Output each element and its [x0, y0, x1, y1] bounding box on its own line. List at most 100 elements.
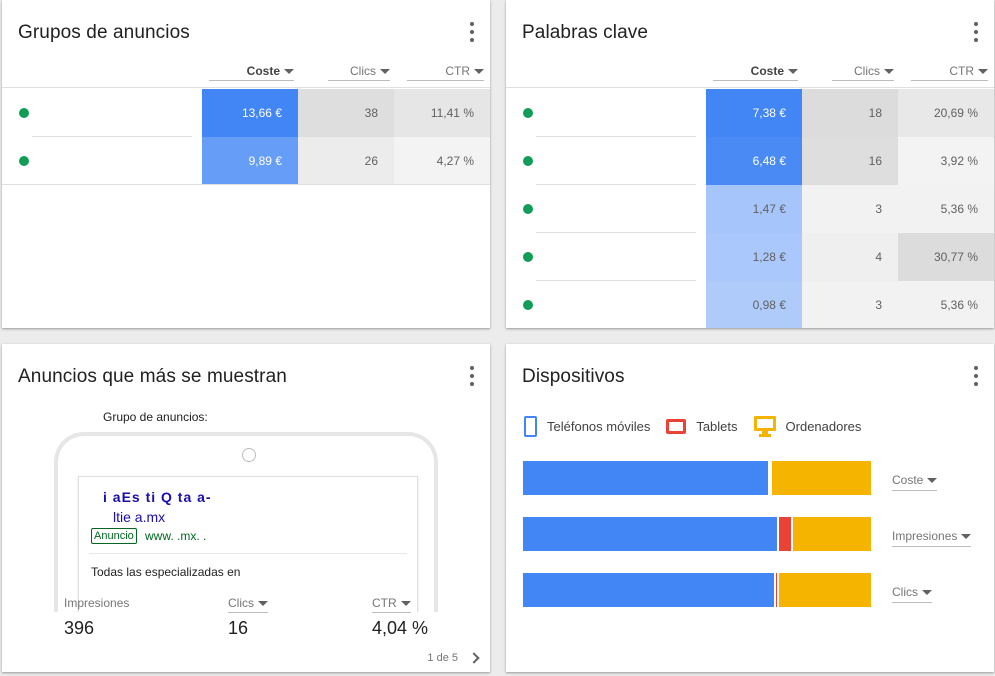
- status-enabled-icon: [523, 204, 533, 214]
- pager-label: 1 de 5: [427, 652, 458, 664]
- table-row[interactable]: 7,38 € 18 20,69 %: [506, 89, 994, 137]
- bar-segment-tablets: [774, 573, 777, 607]
- stat-impressions: Impresiones 396: [64, 596, 130, 638]
- metric-selector[interactable]: Clics: [892, 585, 932, 603]
- device-bar-2[interactable]: [523, 573, 871, 607]
- cost-cell: 0,98 €: [706, 281, 802, 328]
- cost-cell: 1,28 €: [706, 233, 802, 281]
- bar-segment-tablets: [768, 461, 770, 495]
- pager: 1 de 5: [427, 652, 482, 664]
- ad-description: Todas las especializadas en: [91, 565, 241, 579]
- metric-selector[interactable]: Coste: [892, 473, 938, 491]
- status-enabled-icon: [523, 156, 533, 166]
- ctr-cell: 5,36 %: [898, 185, 994, 233]
- chevron-down-icon: [258, 601, 268, 607]
- table-row[interactable]: 1,47 € 3 5,36 %: [506, 185, 994, 233]
- ad-badge: Anuncio: [91, 528, 137, 544]
- stat-ctr[interactable]: CTR 4,04 %: [372, 596, 429, 638]
- chevron-down-icon: [474, 69, 484, 75]
- card-title: Dispositivos: [522, 366, 625, 387]
- column-header-ctr[interactable]: CTR: [394, 64, 490, 84]
- cost-cell: 7,38 €: [706, 89, 802, 137]
- cost-cell: 9,89 €: [202, 137, 298, 185]
- table-row[interactable]: 13,66 € 38 11,41 %: [2, 89, 490, 137]
- table-row[interactable]: 6,48 € 16 3,92 %: [506, 137, 994, 185]
- ctr-cell: 3,92 %: [898, 137, 994, 185]
- legend-phones: Teléfonos móviles: [524, 416, 650, 437]
- status-enabled-icon: [523, 252, 533, 262]
- top-ads-card: Anuncios que más se muestran Grupo de an…: [2, 344, 490, 672]
- desktop-icon: [753, 416, 776, 437]
- chevron-down-icon: [400, 601, 411, 607]
- clicks-cell: 16: [802, 137, 898, 185]
- chevron-down-icon: [978, 69, 988, 75]
- card-title: Palabras clave: [522, 22, 649, 43]
- more-options-icon[interactable]: [468, 22, 476, 42]
- stat-clicks[interactable]: Clics 16: [228, 596, 268, 639]
- cost-cell: 13,66 €: [202, 89, 298, 137]
- bar-segment-computers: [777, 573, 871, 607]
- bar-segment-phones: [523, 517, 777, 551]
- status-enabled-icon: [19, 108, 29, 118]
- clicks-cell: 38: [298, 89, 394, 137]
- ad-group-label: Grupo de anuncios:: [103, 410, 208, 424]
- chevron-down-icon: [884, 69, 894, 75]
- more-options-icon[interactable]: [972, 366, 980, 386]
- bar-segment-computers: [791, 517, 871, 551]
- status-enabled-icon: [523, 108, 533, 118]
- chevron-down-icon: [380, 69, 390, 75]
- ctr-cell: 5,36 %: [898, 281, 994, 328]
- metric-selector[interactable]: Impresiones: [892, 529, 972, 547]
- column-header-cost[interactable]: Coste: [706, 64, 802, 84]
- clicks-cell: 3: [802, 281, 898, 328]
- clicks-cell: 18: [802, 89, 898, 137]
- clicks-cell: 26: [298, 137, 394, 185]
- bar-segment-phones: [523, 461, 768, 495]
- ctr-cell: 30,77 %: [898, 233, 994, 281]
- cost-cell: 6,48 €: [706, 137, 802, 185]
- bar-segment-tablets: [777, 517, 791, 551]
- legend: Teléfonos móviles Tablets Ordenadores: [524, 416, 877, 437]
- table-header: Coste Clics CTR: [506, 60, 994, 88]
- ctr-cell: 4,27 %: [394, 137, 490, 185]
- status-enabled-icon: [19, 156, 29, 166]
- ad-preview[interactable]: i aEs ti Q ta a- ltie a.mx Anuncio www. …: [78, 476, 418, 612]
- ad-headline-2: ltie a.mx: [113, 509, 166, 525]
- column-header-clicks[interactable]: Clics: [802, 64, 898, 84]
- sort-desc-icon: [788, 69, 798, 75]
- table-row[interactable]: 0,98 € 3 5,36 %: [506, 281, 994, 328]
- ctr-cell: 20,69 %: [898, 89, 994, 137]
- column-header-cost[interactable]: Coste: [202, 64, 298, 84]
- device-bar-1[interactable]: [523, 517, 871, 551]
- phone-preview: i aEs ti Q ta a- ltie a.mx Anuncio www. …: [54, 432, 438, 612]
- more-options-icon[interactable]: [468, 366, 476, 386]
- legend-computers: Ordenadores: [753, 416, 861, 437]
- column-header-clicks[interactable]: Clics: [298, 64, 394, 84]
- chevron-right-icon[interactable]: [468, 652, 480, 664]
- sort-desc-icon: [284, 69, 294, 75]
- ctr-cell: 11,41 %: [394, 89, 490, 137]
- legend-tablets: Tablets: [666, 419, 738, 434]
- table-row[interactable]: 1,28 € 4 30,77 %: [506, 233, 994, 281]
- bar-segment-computers: [770, 461, 871, 495]
- chevron-down-icon: [922, 590, 932, 596]
- table-row[interactable]: 9,89 € 26 4,27 %: [2, 137, 490, 185]
- chevron-down-icon: [927, 478, 938, 484]
- status-enabled-icon: [523, 300, 533, 310]
- table-header: Coste Clics CTR: [2, 60, 490, 88]
- cost-cell: 1,47 €: [706, 185, 802, 233]
- chevron-down-icon: [961, 534, 972, 540]
- device-bar-0[interactable]: [523, 461, 871, 495]
- column-header-ctr[interactable]: CTR: [898, 64, 994, 84]
- ad-groups-card: Grupos de anuncios Coste Clics CTR 13,66…: [2, 0, 490, 328]
- card-title: Anuncios que más se muestran: [18, 366, 287, 387]
- tablet-icon: [666, 419, 687, 434]
- smartphone-icon: [524, 416, 537, 437]
- ad-url: www. .mx. .: [145, 529, 207, 543]
- bar-segment-phones: [523, 573, 774, 607]
- clicks-cell: 3: [802, 185, 898, 233]
- more-options-icon[interactable]: [972, 22, 980, 42]
- ad-headline: i aEs ti Q ta a-: [103, 489, 212, 505]
- camera-icon: [242, 448, 256, 462]
- clicks-cell: 4: [802, 233, 898, 281]
